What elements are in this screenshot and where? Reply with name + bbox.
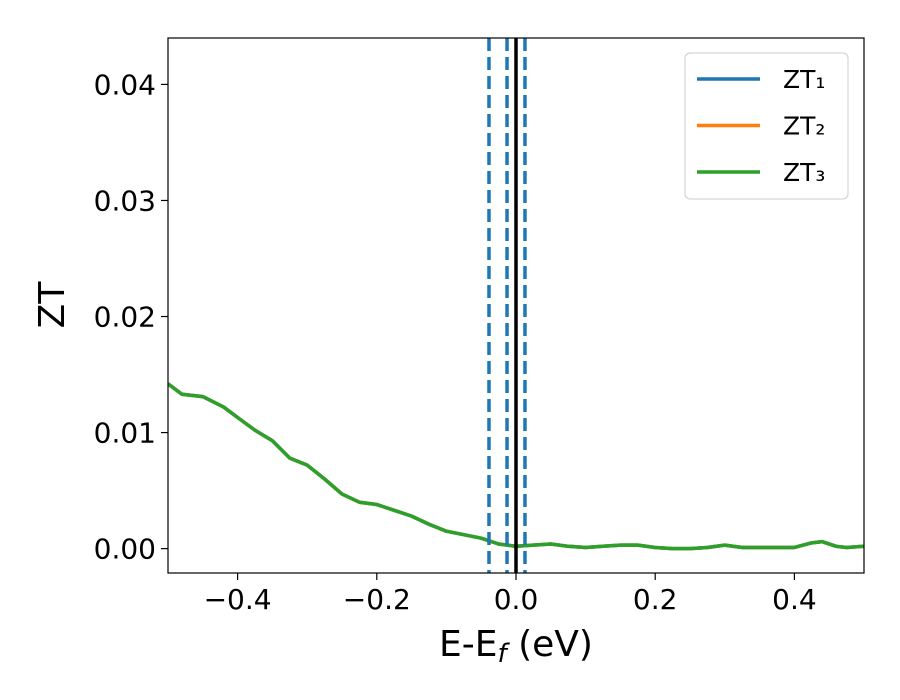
y-tick-label: 0.01 <box>94 417 156 450</box>
legend-label: ZT₃ <box>783 158 825 187</box>
y-tick-label: 0.02 <box>94 301 156 334</box>
x-tick-label: 0.4 <box>772 583 817 616</box>
legend-label: ZT₂ <box>783 112 825 141</box>
legend-box <box>684 52 849 200</box>
y-tick-label: 0.03 <box>94 184 156 217</box>
legend-label: ZT₁ <box>783 65 825 94</box>
line-series <box>168 382 864 551</box>
y-axis-label: ZT <box>32 281 73 329</box>
plot-frame <box>167 37 865 574</box>
x-tick-label: 0.2 <box>633 583 678 616</box>
y-tick-label: 0.00 <box>94 533 156 566</box>
x-tick-label: 0.0 <box>494 583 539 616</box>
x-axis-label: E-Ef (eV) <box>439 624 593 669</box>
x-tick-label: −0.4 <box>204 583 272 616</box>
y-tick-label: 0.04 <box>94 68 156 101</box>
x-tick-label: −0.2 <box>343 583 411 616</box>
